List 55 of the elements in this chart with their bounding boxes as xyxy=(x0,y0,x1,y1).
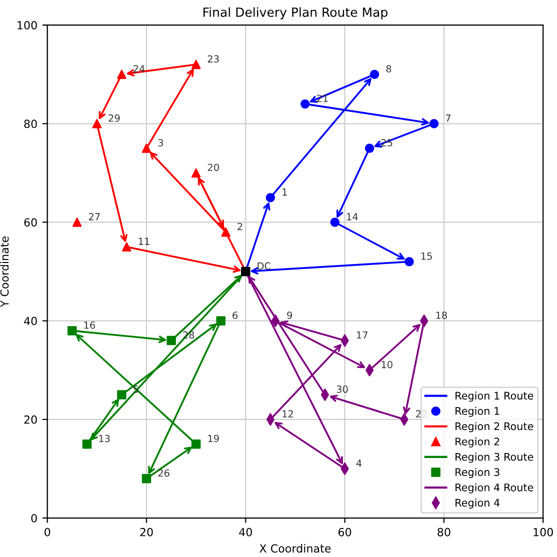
legend-label: Region 3 xyxy=(456,468,500,478)
y-tick-label: 60 xyxy=(24,218,37,227)
legend-label: Region 2 Route xyxy=(456,422,534,432)
annotation: 29 xyxy=(108,114,120,122)
chart-title: Final Delivery Plan Route Map xyxy=(204,7,388,20)
annotation: 7 xyxy=(446,114,450,122)
annotation: 6 xyxy=(232,312,238,319)
x-tick-label: 80 xyxy=(438,528,450,536)
annotation: 2 xyxy=(238,222,242,230)
legend-label: Region 3 Route xyxy=(456,452,534,463)
annotation: 19 xyxy=(208,434,219,442)
annotation: 11 xyxy=(138,238,150,245)
point xyxy=(72,218,82,227)
x-tick-label: 20 xyxy=(140,528,153,536)
annotation: 27 xyxy=(88,213,100,220)
annotation: 4 xyxy=(356,460,362,467)
x-tick-label: 40 xyxy=(239,528,252,536)
x-tick-label: 0 xyxy=(44,528,50,536)
point xyxy=(216,316,226,326)
x-tick-label: 60 xyxy=(338,528,352,536)
legend-label: Region 4 Route xyxy=(456,483,534,494)
annotation: 24 xyxy=(134,65,145,72)
annotation: 30 xyxy=(336,386,348,393)
annotation: 9 xyxy=(287,312,292,319)
annotation: 23 xyxy=(208,55,219,63)
y-tick-label: 40 xyxy=(24,316,37,326)
annotation: 1 xyxy=(282,188,287,196)
annotation: 8 xyxy=(386,65,392,72)
y-tick-label: 0 xyxy=(31,514,37,522)
annotation: 10 xyxy=(382,360,392,368)
point xyxy=(266,192,276,202)
y-tick-label: 100 xyxy=(18,21,37,30)
legend-label: Region 2 xyxy=(456,437,500,448)
y-axis-title: Y Coordinate xyxy=(0,236,9,308)
annotation: 17 xyxy=(356,331,368,339)
annotation: 14 xyxy=(347,213,358,220)
y-tick-label: 20 xyxy=(24,415,37,424)
annotation: 15 xyxy=(421,252,432,260)
point xyxy=(241,266,250,276)
point xyxy=(191,439,201,449)
x-axis-title: X Coordinate xyxy=(260,544,331,553)
x-tick-label: 100 xyxy=(534,528,553,536)
annotation: 20 xyxy=(208,164,219,172)
annotation: 18 xyxy=(436,312,447,319)
legend-label: Region 1 Route xyxy=(456,392,534,402)
annotation: 12 xyxy=(282,410,293,418)
annotation: 3 xyxy=(158,139,164,146)
annotation: 16 xyxy=(84,321,95,329)
legend-label: Region 1 xyxy=(456,406,500,417)
y-tick-label: 80 xyxy=(24,120,37,128)
annotation: 26 xyxy=(158,469,170,477)
point xyxy=(404,257,414,266)
annotation: DC xyxy=(258,262,270,270)
annotation: 13 xyxy=(99,434,110,442)
legend-label: Region 4 xyxy=(456,498,500,509)
